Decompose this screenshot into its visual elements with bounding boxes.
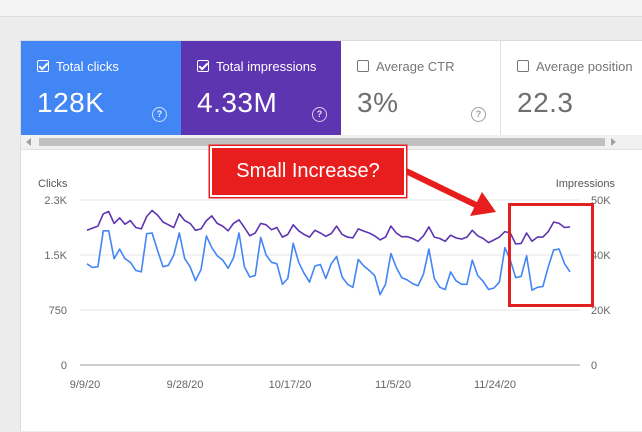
- y-left-tick-label: 1.5K: [44, 250, 67, 262]
- metric-tile-average-ctr[interactable]: Average CTR 3% ?: [341, 41, 501, 135]
- series-line-impressions: [86, 209, 571, 245]
- y-left-tick-label: 2.3K: [44, 195, 67, 207]
- series-line-clicks: [86, 230, 571, 296]
- annotation-callout: Small Increase?: [210, 146, 406, 197]
- metric-tile-total-clicks[interactable]: Total clicks 128K ?: [21, 41, 181, 135]
- scroll-left-arrow-icon[interactable]: [26, 138, 31, 146]
- help-icon[interactable]: ?: [152, 107, 167, 122]
- metric-label: Total clicks: [56, 58, 119, 74]
- metric-label-row: Average CTR: [357, 57, 500, 75]
- metric-label-row: Average position: [517, 57, 642, 75]
- checkbox-icon[interactable]: [357, 60, 369, 72]
- y-right-tick-label: 0: [591, 360, 597, 372]
- top-strip: [0, 0, 642, 17]
- x-tick-label: 11/24/20: [474, 379, 516, 391]
- metric-value: 128K: [37, 87, 105, 118]
- x-tick-label: 9/9/20: [70, 379, 101, 391]
- y-right-tick-label: 20K: [591, 305, 611, 317]
- metric-value: 3%: [357, 87, 399, 118]
- y-left-tick-label: 0: [61, 360, 67, 372]
- scroll-right-arrow-icon[interactable]: [611, 138, 616, 146]
- metric-label: Total impressions: [216, 58, 317, 74]
- checkbox-icon[interactable]: [517, 60, 529, 72]
- performance-card: Total clicks 128K ? Total impressions 4.…: [20, 40, 642, 431]
- scroll-thumb[interactable]: [39, 138, 605, 146]
- metric-label: Average CTR: [376, 58, 455, 74]
- metric-value: 4.33M: [197, 87, 278, 118]
- y-right-ticks: 0 20K 40K 50K: [591, 195, 611, 372]
- y-right-axis-label: Impressions: [556, 178, 616, 190]
- help-icon[interactable]: ?: [312, 107, 327, 122]
- x-ticks: 9/9/20 9/28/20 10/17/20 11/5/20 11/24/20: [70, 379, 516, 391]
- y-right-tick-label: 40K: [591, 250, 611, 262]
- metric-tile-average-position[interactable]: Average position 22.3: [501, 41, 642, 135]
- annotation-arrow-icon: [404, 168, 496, 216]
- metric-value: 22.3: [517, 87, 574, 118]
- metric-label-row: Total impressions: [197, 57, 341, 75]
- x-tick-label: 11/5/20: [375, 379, 411, 391]
- x-tick-label: 10/17/20: [269, 379, 312, 391]
- y-left-ticks: 0 750 1.5K 2.3K: [44, 195, 67, 372]
- metric-label-row: Total clicks: [37, 57, 181, 75]
- highlight-box: [508, 203, 594, 307]
- y-left-axis-label: Clicks: [38, 178, 68, 190]
- metric-label: Average position: [536, 58, 633, 74]
- help-icon[interactable]: ?: [471, 107, 486, 122]
- metric-tile-total-impressions[interactable]: Total impressions 4.33M ?: [181, 41, 341, 135]
- y-left-tick-label: 750: [49, 305, 67, 317]
- y-right-tick-label: 50K: [591, 195, 611, 207]
- x-tick-label: 9/28/20: [167, 379, 204, 391]
- checkbox-icon[interactable]: [37, 60, 49, 72]
- chart-series: [86, 209, 571, 296]
- chart-grid: [80, 199, 580, 366]
- checkbox-icon[interactable]: [197, 60, 209, 72]
